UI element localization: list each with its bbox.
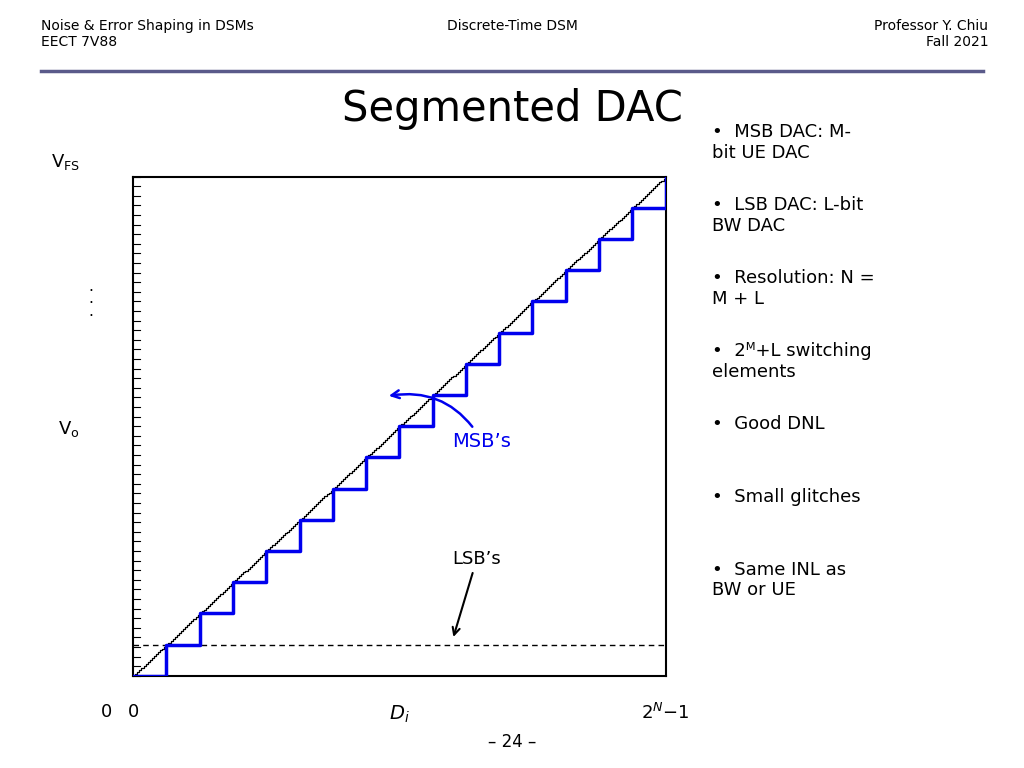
Text: Segmented DAC: Segmented DAC [342,88,682,131]
Text: LSB’s: LSB’s [453,550,502,635]
Text: 0: 0 [128,703,138,721]
Text: •  Same INL as
BW or UE: • Same INL as BW or UE [712,561,846,600]
Text: $2^N\mathrm{-1}$: $2^N\mathrm{-1}$ [641,703,690,723]
Text: $D_i$: $D_i$ [389,703,410,724]
Text: Noise & Error Shaping in DSMs
EECT 7V88: Noise & Error Shaping in DSMs EECT 7V88 [41,19,254,49]
Text: 0: 0 [100,703,112,721]
Text: $\mathregular{V_o}$: $\mathregular{V_o}$ [58,419,80,439]
Text: •  2ᴹ+L switching
elements: • 2ᴹ+L switching elements [712,342,871,381]
Text: •  LSB DAC: L-bit
BW DAC: • LSB DAC: L-bit BW DAC [712,196,863,235]
Text: •  MSB DAC: M-
bit UE DAC: • MSB DAC: M- bit UE DAC [712,123,851,162]
Text: .
.
.: . . . [88,279,93,319]
Text: – 24 –: – 24 – [487,733,537,751]
Text: Professor Y. Chiu
Fall 2021: Professor Y. Chiu Fall 2021 [874,19,988,49]
Text: Discrete-Time DSM: Discrete-Time DSM [446,19,578,33]
Text: MSB’s: MSB’s [391,390,511,451]
Text: •  Resolution: N =
M + L: • Resolution: N = M + L [712,269,874,308]
Text: •  Small glitches: • Small glitches [712,488,860,505]
Text: $\mathregular{V_{FS}}$: $\mathregular{V_{FS}}$ [51,151,80,171]
Text: •  Good DNL: • Good DNL [712,415,824,432]
